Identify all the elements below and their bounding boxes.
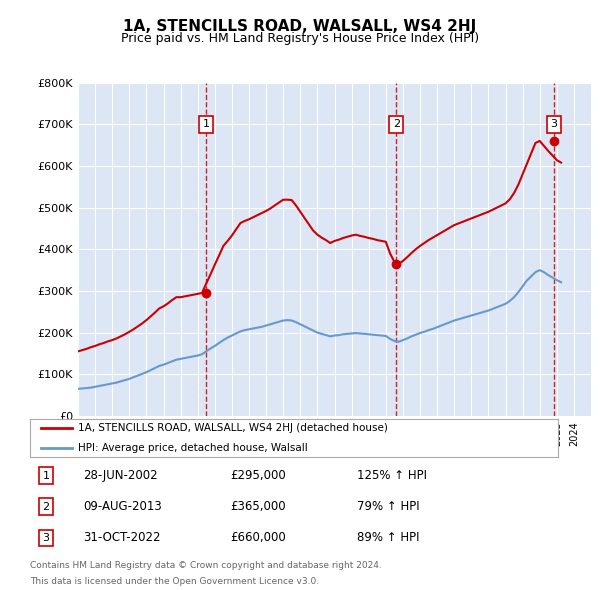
Text: 1: 1 xyxy=(43,471,49,481)
Text: 1A, STENCILLS ROAD, WALSALL, WS4 2HJ: 1A, STENCILLS ROAD, WALSALL, WS4 2HJ xyxy=(124,19,476,34)
Text: 1A, STENCILLS ROAD, WALSALL, WS4 2HJ (detached house): 1A, STENCILLS ROAD, WALSALL, WS4 2HJ (de… xyxy=(77,424,388,434)
Text: £365,000: £365,000 xyxy=(230,500,286,513)
Text: £660,000: £660,000 xyxy=(230,532,286,545)
Text: 79% ↑ HPI: 79% ↑ HPI xyxy=(358,500,420,513)
Text: 1: 1 xyxy=(203,119,209,129)
Text: 125% ↑ HPI: 125% ↑ HPI xyxy=(358,469,427,482)
Text: £295,000: £295,000 xyxy=(230,469,286,482)
Text: HPI: Average price, detached house, Walsall: HPI: Average price, detached house, Wals… xyxy=(77,442,307,453)
Text: 09-AUG-2013: 09-AUG-2013 xyxy=(83,500,161,513)
Text: 28-JUN-2002: 28-JUN-2002 xyxy=(83,469,157,482)
Text: 2: 2 xyxy=(42,502,49,512)
Text: Price paid vs. HM Land Registry's House Price Index (HPI): Price paid vs. HM Land Registry's House … xyxy=(121,32,479,45)
Text: This data is licensed under the Open Government Licence v3.0.: This data is licensed under the Open Gov… xyxy=(30,577,319,586)
Text: 31-OCT-2022: 31-OCT-2022 xyxy=(83,532,160,545)
Text: 3: 3 xyxy=(551,119,557,129)
Text: 3: 3 xyxy=(43,533,49,543)
Text: Contains HM Land Registry data © Crown copyright and database right 2024.: Contains HM Land Registry data © Crown c… xyxy=(30,561,382,570)
Text: 89% ↑ HPI: 89% ↑ HPI xyxy=(358,532,420,545)
Text: 2: 2 xyxy=(392,119,400,129)
